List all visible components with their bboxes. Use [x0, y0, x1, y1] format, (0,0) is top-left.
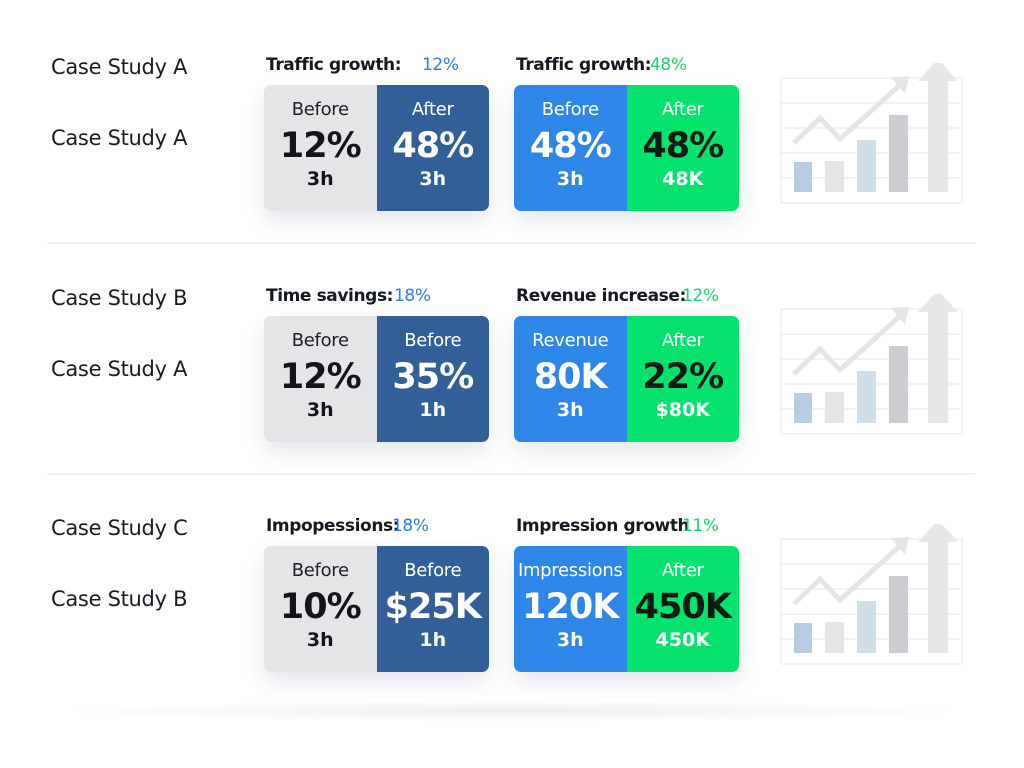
metric-value: 22% [642, 357, 724, 397]
metric-before: Before 10% 3h [264, 546, 377, 672]
metric-value: 12% [279, 357, 362, 397]
metric-header: Impression growth 11% [516, 516, 719, 536]
metric-value: $25K [384, 587, 482, 627]
metric-label: After [661, 99, 704, 120]
metric-label: Revenue [532, 330, 609, 351]
metric-value: 80K [533, 357, 608, 397]
metric-value: 48% [392, 126, 474, 166]
case-study-row: Case Study C Case Study B Impopessions: 18%… [0, 516, 1024, 746]
metric-before: Before 12% 3h [264, 316, 377, 442]
metric-subvalue: 450K [655, 629, 710, 651]
metric-subvalue: 3h [306, 629, 334, 651]
metric-percent: 11% [682, 516, 719, 536]
comparison-card-left: Before 10% 3h Before $25K 1h [264, 546, 489, 672]
metric-label: Before [404, 330, 462, 351]
bottom-shadow [50, 700, 975, 722]
metric-after: After 48% 48K [626, 85, 739, 211]
metric-header: Time savings: 18% [266, 286, 431, 306]
case-study-label: Case Study A [51, 357, 188, 381]
metric-label: After [661, 330, 704, 351]
comparison-card-right: Impressions 120K 3h After 450K 450K [514, 546, 739, 672]
metric-subvalue: 1h [419, 629, 447, 651]
metric-after: After 48% 3h [376, 85, 489, 211]
metric-label: Impressions [517, 560, 623, 581]
metric-before: Before 12% 3h [264, 85, 377, 211]
comparison-card-left: Before 12% 3h Before 35% 1h [264, 316, 489, 442]
metric-label: After [411, 99, 454, 120]
growth-chart-icon [778, 520, 964, 672]
metric-title: Revenue increase: [516, 286, 686, 306]
metric-subvalue: 1h [419, 399, 447, 421]
metric-subvalue: 3h [556, 168, 584, 190]
metric-subvalue: 48K [662, 168, 704, 190]
metric-percent: 48% [650, 55, 687, 75]
metric-before: Revenue 80K 3h [514, 316, 627, 442]
metric-after: After 450K 450K [626, 546, 739, 672]
metric-subvalue: 3h [556, 629, 584, 651]
metric-title: Impression growth [516, 516, 690, 536]
metric-value: 35% [392, 357, 474, 397]
metric-value: 48% [642, 126, 724, 166]
metric-value: 48% [529, 126, 612, 166]
comparison-card-right: Before 48% 3h After 48% 48K [514, 85, 739, 211]
metric-label: Before [541, 99, 599, 120]
row-divider [47, 473, 975, 475]
metric-percent: 18% [394, 286, 431, 306]
case-study-label: Case Study B [51, 286, 188, 310]
metric-percent: 12% [422, 55, 459, 75]
metric-percent: 12% [682, 286, 719, 306]
case-study-label: Case Study A [51, 126, 188, 150]
metric-before: Before 48% 3h [514, 85, 627, 211]
metric-label: Before [404, 560, 462, 581]
metric-header: Impopessions: 18% [266, 516, 429, 536]
metric-value: 120K [522, 587, 619, 627]
metric-after: After 22% $80K [626, 316, 739, 442]
metric-title: Traffic growth: [516, 55, 652, 75]
metric-subvalue: 3h [556, 399, 584, 421]
case-study-row: Case Study A Case Study A Traffic growth: 1… [0, 55, 1024, 285]
case-study-label: Case Study A [51, 55, 188, 79]
metric-before: Impressions 120K 3h [514, 546, 627, 672]
metric-percent: 18% [392, 516, 429, 536]
metric-title: Traffic growth: [266, 55, 402, 75]
metric-label: Before [291, 99, 349, 120]
metric-value: 12% [279, 126, 362, 166]
metric-header: Traffic growth: 48% [516, 55, 687, 75]
comparison-card-left: Before 12% 3h After 48% 3h [264, 85, 489, 211]
metric-after: Before 35% 1h [376, 316, 489, 442]
metric-after: Before $25K 1h [376, 546, 489, 672]
case-study-row: Case Study B Case Study A Time savings: 18%… [0, 286, 1024, 516]
metric-label: Before [291, 330, 349, 351]
metric-label: After [661, 560, 704, 581]
metric-title: Impopessions: [266, 516, 400, 536]
case-study-label: Case Study C [51, 516, 188, 540]
metric-subvalue: 3h [306, 399, 334, 421]
metric-header: Revenue increase: 12% [516, 286, 719, 306]
metric-subvalue: 3h [306, 168, 334, 190]
metric-value: 10% [279, 587, 362, 627]
metric-title: Time savings: [266, 286, 394, 306]
metric-subvalue: $80K [655, 399, 710, 421]
growth-chart-icon [778, 59, 964, 211]
metric-label: Before [291, 560, 349, 581]
case-study-label: Case Study B [51, 587, 188, 611]
row-divider [47, 242, 975, 244]
metric-header: Traffic growth: 12% [266, 55, 459, 75]
metric-value: 450K [634, 587, 732, 627]
metric-subvalue: 3h [419, 168, 447, 190]
growth-chart-icon [778, 290, 964, 442]
comparison-card-right: Revenue 80K 3h After 22% $80K [514, 316, 739, 442]
